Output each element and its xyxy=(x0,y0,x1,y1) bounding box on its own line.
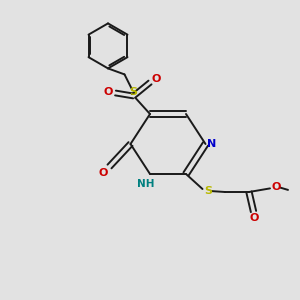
Text: NH: NH xyxy=(137,178,154,189)
Text: O: O xyxy=(151,74,161,85)
Text: O: O xyxy=(99,167,108,178)
Text: O: O xyxy=(103,86,113,97)
Text: O: O xyxy=(271,182,281,192)
Text: O: O xyxy=(249,213,259,223)
Text: S: S xyxy=(129,87,137,98)
Text: N: N xyxy=(208,139,217,149)
Text: S: S xyxy=(204,186,212,197)
